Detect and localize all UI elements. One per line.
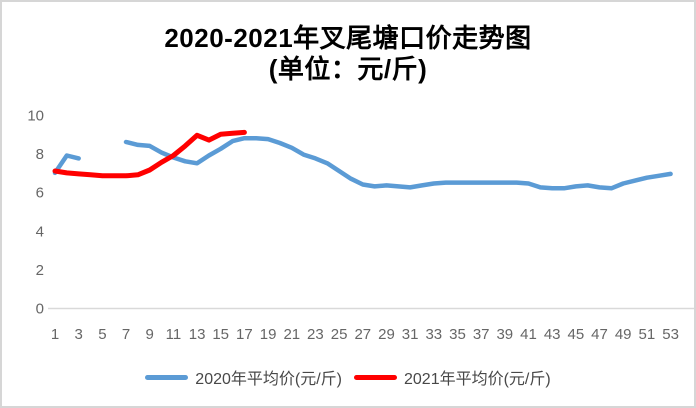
x-tick-label: 41 [520, 326, 537, 343]
x-tick-label: 39 [496, 326, 513, 343]
chart-title-line1: 2020-2021年叉尾塘口价走势图 [164, 23, 532, 53]
x-tick-label: 51 [639, 326, 656, 343]
x-tick-label: 33 [425, 326, 442, 343]
y-tick-label: 8 [36, 146, 44, 163]
x-tick-label: 53 [662, 326, 679, 343]
series-line-2020 [123, 135, 673, 191]
series-line-2021 [52, 129, 247, 179]
x-tick-label: 17 [236, 326, 253, 343]
x-tick-label: 13 [189, 326, 206, 343]
legend-label-2020: 2020年平均价(元/斤) [195, 371, 342, 388]
y-tick-label: 4 [36, 223, 44, 240]
y-tick-label: 10 [27, 108, 44, 125]
y-tick-label: 2 [36, 262, 44, 279]
legend-label-2021: 2021年平均价(元/斤) [404, 371, 551, 388]
legend-item-2021: 2021年平均价(元/斤) [354, 365, 551, 389]
x-tick-label: 47 [591, 326, 608, 343]
y-tick-label: 0 [36, 301, 44, 318]
x-tick-label: 45 [568, 326, 585, 343]
x-tick-label: 7 [122, 326, 130, 343]
x-tick-label: 35 [449, 326, 466, 343]
x-tick-label: 27 [354, 326, 371, 343]
series-line-2020 [52, 153, 81, 176]
x-tick-label: 21 [283, 326, 300, 343]
x-tick-label: 9 [146, 326, 154, 343]
x-tick-label: 11 [166, 326, 182, 343]
x-tick-label: 23 [307, 326, 324, 343]
x-tick-label: 5 [98, 326, 106, 343]
y-tick-label: 6 [36, 185, 44, 202]
x-tick-label: 37 [473, 326, 490, 343]
chart-title-line2: (单位：元/斤) [268, 54, 428, 84]
legend-swatch-2021 [354, 374, 397, 380]
x-tick-label: 49 [615, 326, 632, 343]
x-tick-label: 25 [331, 326, 348, 343]
x-tick-label: 19 [260, 326, 277, 343]
x-tick-label: 1 [51, 326, 59, 343]
x-tick-label: 15 [212, 326, 229, 343]
legend: 2020年平均价(元/斤) 2021年平均价(元/斤) [2, 365, 694, 389]
x-tick-label: 3 [75, 326, 83, 343]
x-tick-label: 29 [378, 326, 395, 343]
x-tick-label: 43 [544, 326, 561, 343]
x-tick-label: 31 [402, 326, 419, 343]
chart-title: 2020-2021年叉尾塘口价走势图 (单位：元/斤) [2, 23, 694, 85]
legend-item-2020: 2020年平均价(元/斤) [145, 365, 342, 389]
legend-swatch-2020 [145, 374, 189, 380]
